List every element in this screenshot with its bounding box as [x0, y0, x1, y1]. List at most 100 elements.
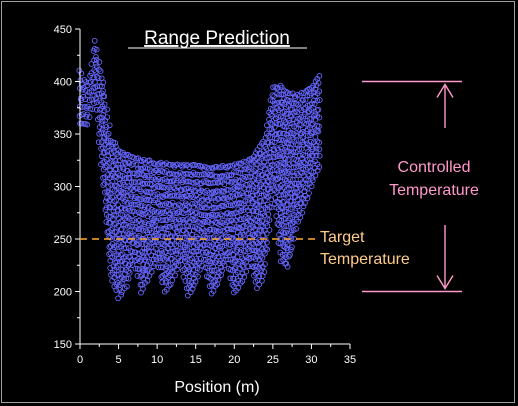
scatter-point	[98, 129, 105, 136]
scatter-point	[141, 156, 147, 163]
scatter-point	[175, 262, 182, 269]
scatter-point	[102, 189, 108, 196]
scatter-point	[214, 173, 220, 180]
scatter-point	[167, 241, 174, 248]
scatter-point	[258, 267, 265, 274]
lower-arrow-head	[436, 275, 454, 290]
scatter-point	[260, 138, 266, 145]
scatter-point	[169, 192, 175, 199]
scatter-point	[217, 243, 223, 250]
scatter-point	[229, 267, 236, 274]
scatter-point	[190, 243, 197, 250]
scatter-point	[86, 114, 93, 120]
upper-arrow-head	[436, 83, 454, 98]
scatter-point	[125, 214, 131, 221]
scatter-point	[280, 229, 286, 236]
scatter-point	[229, 234, 236, 241]
scatter-point	[187, 257, 194, 263]
scatter-point	[228, 180, 234, 186]
scatter-point	[208, 189, 215, 196]
scatter-point	[227, 202, 234, 208]
scatter-point	[247, 173, 254, 180]
scatter-point	[262, 197, 268, 203]
scatter-point	[258, 198, 264, 204]
scatter-point	[123, 275, 130, 282]
scatter-point	[235, 200, 242, 207]
scatter-point	[174, 230, 181, 237]
scatter-point	[185, 185, 192, 192]
scatter-point	[113, 197, 120, 203]
scatter-point	[182, 200, 189, 207]
scatter-point	[130, 161, 137, 167]
scatter-point	[88, 87, 95, 94]
scatter-point	[241, 274, 248, 280]
scatter-point	[268, 111, 274, 118]
scatter-point	[245, 254, 252, 261]
scatter-point	[312, 172, 319, 179]
scatter-point	[304, 195, 311, 202]
target-temperature-label: Temperature	[320, 251, 410, 268]
scatter-point	[302, 200, 308, 206]
scatter-point	[277, 196, 283, 202]
scatter-point	[263, 230, 270, 237]
scatter-point	[252, 166, 259, 172]
scatter-point	[189, 255, 195, 262]
scatter-point	[105, 213, 112, 220]
scatter-point	[210, 204, 217, 211]
scatter-point	[252, 226, 259, 233]
scatter-point	[315, 80, 322, 86]
scatter-point	[178, 162, 184, 169]
scatter-point	[258, 188, 264, 194]
scatter-point	[287, 191, 294, 197]
x-tick-label: 35	[344, 354, 356, 366]
scatter-point	[294, 172, 301, 179]
scatter-point	[282, 254, 289, 261]
scatter-point	[263, 146, 270, 152]
scatter-point	[239, 224, 246, 230]
scatter-point	[101, 107, 108, 114]
scatter-point	[121, 152, 127, 158]
scatter-point	[280, 216, 287, 222]
scatter-point	[151, 191, 158, 198]
scatter-point	[233, 217, 240, 224]
scatter-point	[294, 133, 301, 140]
scatter-point	[113, 287, 120, 293]
scatter-point	[108, 158, 115, 164]
scatter-point	[110, 145, 116, 152]
scatter-point	[96, 59, 103, 65]
scatter-point	[150, 217, 157, 224]
scatter-point	[281, 155, 288, 161]
scatter-point	[125, 192, 131, 199]
scatter-point	[184, 246, 191, 253]
scatter-point	[195, 273, 201, 280]
scatter-point	[111, 182, 118, 189]
scatter-point	[313, 152, 320, 159]
scatter-point	[171, 192, 178, 199]
scatter-point	[200, 249, 206, 256]
scatter-point	[111, 204, 118, 211]
scatter-point	[283, 119, 289, 125]
scatter-point	[217, 219, 224, 226]
scatter-point	[227, 275, 234, 282]
scatter-point	[258, 172, 265, 179]
scatter-point	[316, 88, 323, 95]
x-tick-label: 10	[151, 354, 163, 366]
scatter-point	[291, 188, 298, 195]
scatter-point	[314, 97, 321, 104]
scatter-point	[252, 172, 259, 178]
scatter-point	[132, 201, 139, 208]
scatter-point	[165, 260, 172, 267]
y-tick-label: 300	[54, 182, 72, 194]
x-tick-label: 25	[267, 354, 279, 366]
scatter-point	[117, 164, 123, 171]
scatter-point	[231, 265, 238, 272]
scatter-point	[308, 130, 315, 137]
scatter-point	[257, 253, 264, 260]
scatter-point	[175, 216, 182, 223]
y-tick-label: 350	[54, 129, 72, 141]
scatter-point	[146, 220, 152, 227]
scatter-point	[114, 208, 121, 214]
scatter-point	[186, 203, 193, 210]
scatter-point	[293, 217, 300, 223]
scatter-point	[316, 152, 323, 159]
